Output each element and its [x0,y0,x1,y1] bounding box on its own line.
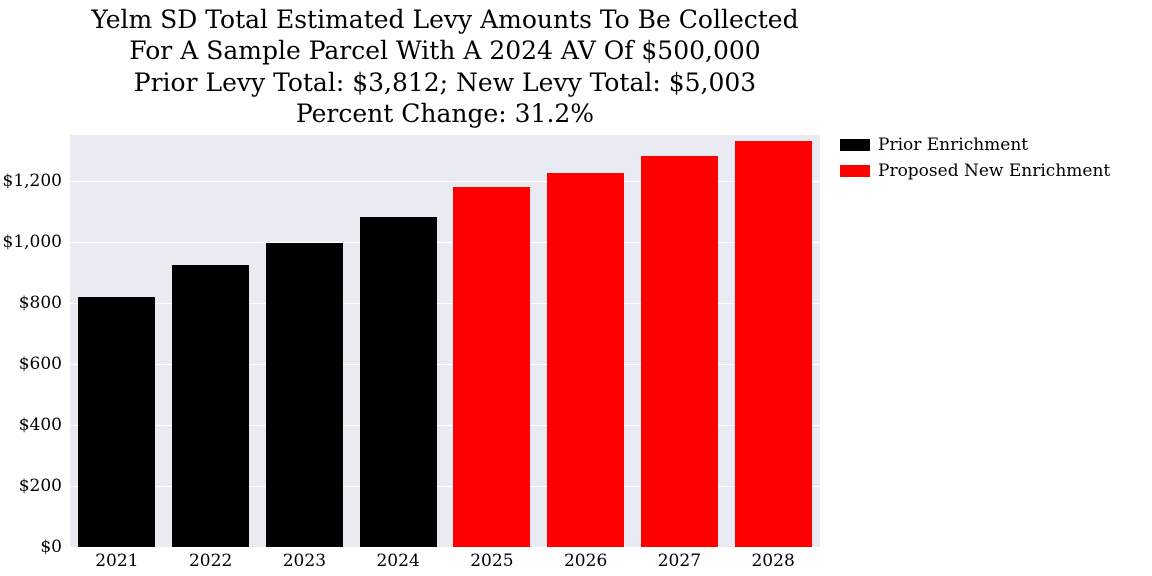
chart-title: Yelm SD Total Estimated Levy Amounts To … [70,4,820,129]
legend-swatch [840,165,870,177]
plot-area: $0$200$400$600$800$1,000$1,2002021202220… [70,135,820,547]
x-tick-label: 2021 [95,547,138,571]
legend-item: Proposed New Enrichment [840,161,1110,181]
y-tick-label: $1,000 [3,232,70,252]
legend: Prior Enrichment Proposed New Enrichment [840,135,1110,181]
title-line-3: Prior Levy Total: $3,812; New Levy Total… [70,67,820,98]
bar [735,141,812,547]
x-tick-label: 2024 [376,547,419,571]
figure: Yelm SD Total Estimated Levy Amounts To … [0,0,1152,576]
bar [547,173,624,547]
y-tick-label: $800 [19,293,70,313]
title-line-1: Yelm SD Total Estimated Levy Amounts To … [70,4,820,35]
y-tick-label: $1,200 [3,171,70,191]
bar [453,187,530,547]
y-tick-label: $0 [40,537,70,557]
y-tick-label: $600 [19,354,70,374]
grid-line [70,547,820,548]
x-tick-label: 2027 [658,547,701,571]
bar [266,243,343,547]
legend-item: Prior Enrichment [840,135,1110,155]
bar [641,156,718,547]
x-tick-label: 2028 [751,547,794,571]
x-tick-label: 2023 [283,547,326,571]
bar [78,297,155,547]
y-tick-label: $400 [19,415,70,435]
legend-swatch [840,139,870,151]
legend-label: Prior Enrichment [878,135,1028,155]
bar [172,265,249,547]
title-line-4: Percent Change: 31.2% [70,98,820,129]
y-tick-label: $200 [19,476,70,496]
x-tick-label: 2026 [564,547,607,571]
x-tick-label: 2025 [470,547,513,571]
legend-label: Proposed New Enrichment [878,161,1110,181]
bar [360,217,437,547]
title-line-2: For A Sample Parcel With A 2024 AV Of $5… [70,35,820,66]
x-tick-label: 2022 [189,547,232,571]
